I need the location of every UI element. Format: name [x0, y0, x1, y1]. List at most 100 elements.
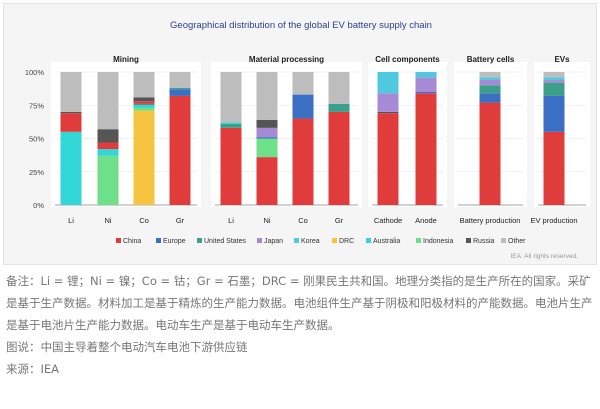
legend-item: Japan	[257, 238, 283, 245]
legend-label: Other	[508, 238, 526, 245]
legend-swatch	[257, 238, 262, 243]
legend-swatch	[116, 238, 121, 243]
x-tick-label: Gr	[176, 216, 185, 225]
bar-segment-australia	[220, 122, 242, 124]
bar-segment-russia	[256, 119, 278, 128]
bar-segment-other	[328, 72, 350, 104]
y-tick-label: 25%	[29, 168, 44, 177]
bar-segment-indonesia	[256, 138, 278, 158]
bar-segment-other	[97, 72, 119, 130]
caption-text: 图说：中国主导着整个电动汽车电池下游供应链	[6, 340, 248, 354]
legend-label: China	[123, 238, 141, 245]
bar-segment-china	[133, 101, 155, 104]
legend-swatch	[332, 238, 337, 243]
bar-segment-korea	[479, 77, 501, 80]
bar-segment-europe	[292, 94, 314, 119]
bar-segment-europe	[169, 89, 191, 96]
legend: China Europe United States Japan Korea DRC Aus…	[116, 238, 526, 245]
chart-panel: Cell components Cathode Anode	[368, 55, 447, 225]
x-tick-label: Cathode	[374, 216, 402, 225]
notes-section: 备注：Li = 锂；Ni = 镍；Co = 钴；Gr = 石墨；DRC = 刚果…	[6, 270, 594, 380]
legend-label: Korea	[301, 238, 320, 245]
y-tick-label: 75%	[29, 101, 44, 110]
x-tick-label: Ni	[104, 216, 111, 225]
bar-segment-united-states	[543, 82, 565, 96]
legend-swatch	[501, 238, 506, 243]
stacked-bar-chart: Geographical distribution of the global …	[25, 20, 590, 260]
x-tick-label: Co	[298, 216, 308, 225]
bar-segment-china	[97, 142, 119, 150]
chart-panel: Material processing Li Ni Co Gr	[211, 55, 362, 225]
bar-segment-china	[328, 111, 350, 205]
bar-segment-other	[133, 72, 155, 98]
x-tick-label: Co	[139, 216, 149, 225]
legend-label: Indonesia	[423, 238, 453, 245]
panel-title: Cell components	[375, 55, 440, 64]
y-tick-label: 100%	[25, 68, 45, 77]
bar-segment-china	[60, 113, 82, 132]
bar-segment-other	[220, 72, 242, 123]
legend-swatch	[466, 238, 471, 243]
bar-segment-australia	[60, 131, 82, 205]
bar-segment-korea	[543, 77, 565, 80]
bar-segment-drc	[133, 110, 155, 205]
chart-panel: Battery cells Battery production	[454, 55, 527, 225]
bar-segment-china	[292, 118, 314, 205]
x-tick-label: Battery production	[460, 216, 521, 225]
legend-item: Russia	[466, 238, 495, 245]
bar-segment-russia	[133, 97, 155, 102]
bar-segment-russia	[97, 129, 119, 143]
bar-segment-australia	[97, 149, 119, 156]
legend-label: Australia	[373, 238, 400, 245]
chart-panel: Mining Li Ni Co Gr	[51, 55, 201, 225]
legend-item: Indonesia	[416, 238, 453, 245]
bar-segment-other	[543, 72, 565, 78]
legend-item: Australia	[366, 238, 400, 245]
bar-segment-korea	[415, 72, 437, 78]
bar-segment-united-states	[169, 87, 191, 90]
bar-segment-europe	[256, 137, 278, 139]
bar-segment-china	[220, 127, 242, 205]
bar-segment-china	[169, 95, 191, 205]
x-tick-label: Gr	[335, 216, 344, 225]
bar-segment-korea	[377, 72, 399, 94]
x-tick-label: Li	[228, 216, 234, 225]
legend-label: Russia	[473, 238, 495, 245]
panel-title: EVs	[554, 55, 570, 64]
legend-swatch	[197, 238, 202, 243]
legend-label: DRC	[339, 238, 354, 245]
legend-item: Other	[501, 238, 526, 245]
source-text: 来源：IEA	[6, 362, 60, 376]
legend-swatch	[416, 238, 421, 243]
legend-label: Japan	[264, 238, 283, 245]
x-tick-label: Li	[68, 216, 74, 225]
legend-swatch	[156, 238, 161, 243]
bar-segment-china	[479, 102, 501, 205]
bar-segment-china	[415, 93, 437, 205]
chart-card: Geographical distribution of the global …	[3, 3, 597, 265]
bar-segment-other	[169, 72, 191, 88]
legend-swatch	[294, 238, 299, 243]
x-tick-label: EV production	[530, 216, 577, 225]
legend-label: Europe	[163, 238, 186, 245]
panel-title: Battery cells	[467, 55, 515, 64]
bar-segment-indonesia	[97, 155, 119, 205]
bar-segment-europe	[415, 91, 437, 94]
bar-segment-japan	[415, 77, 437, 92]
y-tick-label: 0%	[33, 201, 44, 210]
bar-segment-europe	[479, 93, 501, 103]
legend-item: Europe	[156, 238, 186, 245]
bar-segment-other	[292, 72, 314, 95]
bar-segment-china	[256, 157, 278, 205]
bar-segment-japan	[479, 79, 501, 86]
bar-segment-russia	[377, 111, 399, 114]
chart-title: Geographical distribution of the global …	[170, 20, 432, 31]
bar-segment-europe	[543, 95, 565, 132]
bar-segment-china	[377, 113, 399, 205]
bar-segment-united-states	[220, 123, 242, 128]
source-note: IEA. All rights reserved.	[510, 253, 578, 260]
bar-segment-japan	[543, 79, 565, 83]
legend-item: China	[116, 238, 141, 245]
x-tick-label: Ni	[263, 216, 270, 225]
